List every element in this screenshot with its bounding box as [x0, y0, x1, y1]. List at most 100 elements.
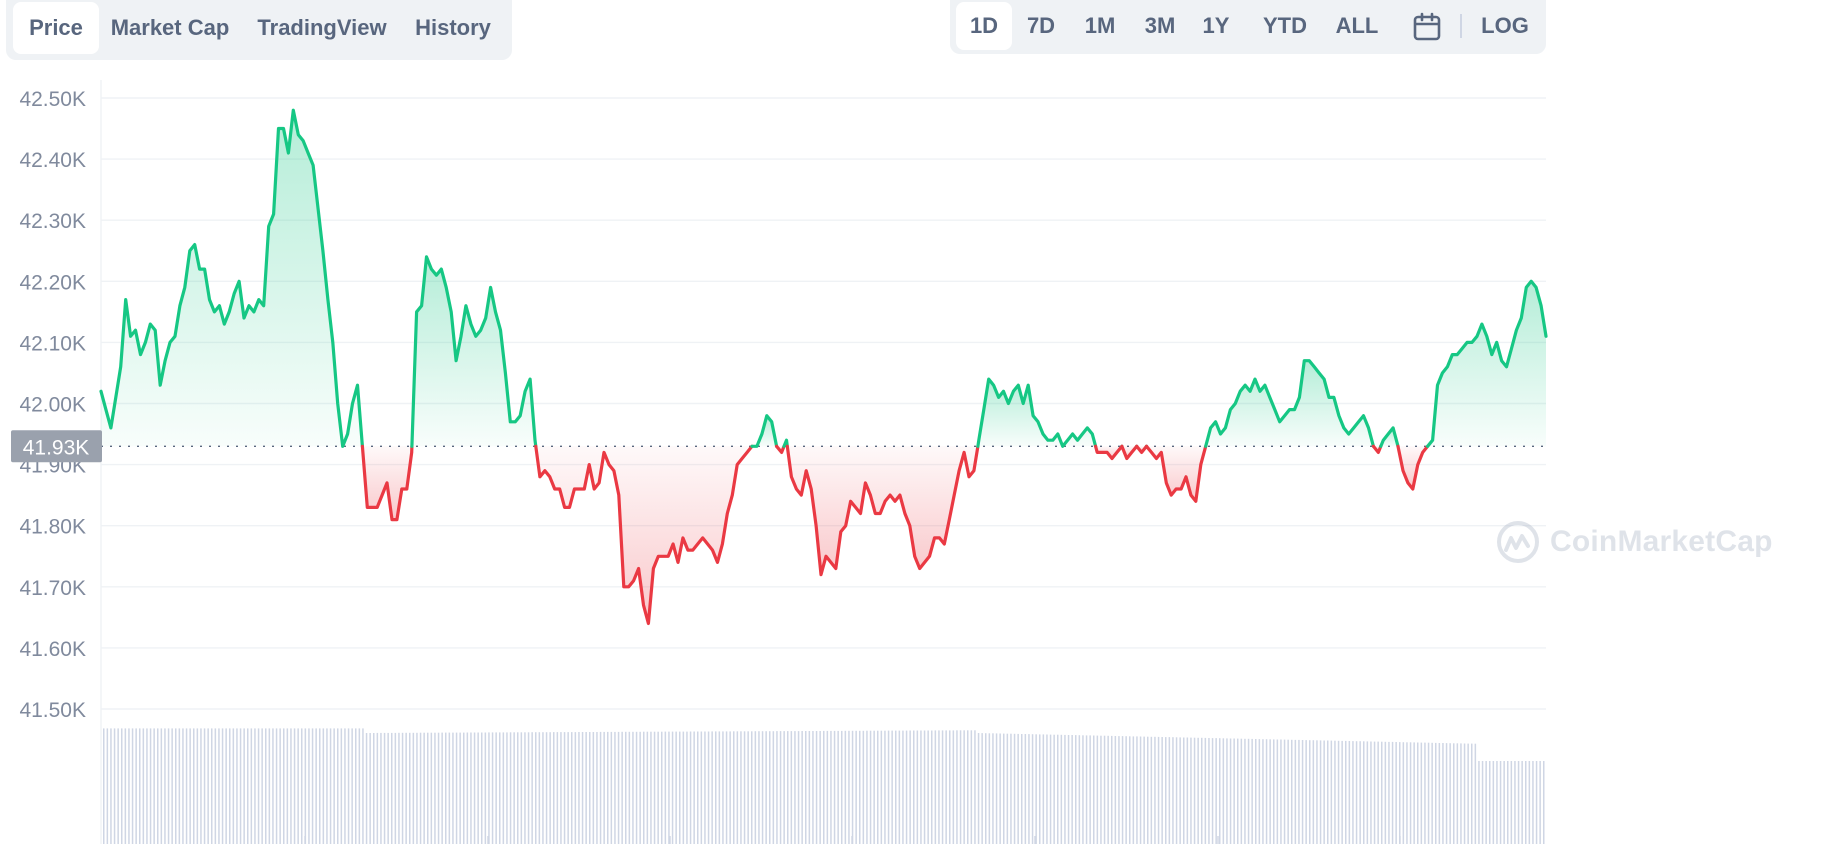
volume-bar: [412, 732, 415, 844]
volume-bar: [938, 730, 940, 844]
volume-bar: [203, 728, 206, 844]
volume-bar: [117, 728, 119, 844]
volume-bar: [1226, 738, 1228, 844]
volume-bar: [1499, 761, 1502, 844]
volume-bar: [1323, 740, 1325, 844]
volume-bar: [1345, 740, 1347, 844]
volume-bar: [884, 730, 886, 844]
volume-bar: [1262, 739, 1264, 844]
volume-bar: [722, 731, 724, 844]
calendar-icon[interactable]: [1412, 12, 1442, 42]
volume-bar: [283, 728, 285, 844]
volume-bar: [621, 731, 623, 844]
price-line-up-segment: [750, 414, 779, 448]
volume-bar: [578, 732, 580, 844]
volume-bar: [599, 731, 602, 844]
volume-bar: [268, 728, 271, 844]
area-below-baseline: [787, 446, 978, 575]
volume-bar: [887, 730, 890, 844]
volume-bar: [1453, 743, 1455, 844]
volume-bar: [243, 728, 245, 844]
range-3m-button[interactable]: 3M: [1144, 13, 1176, 38]
volume-bar: [1301, 740, 1304, 844]
volume-bar: [322, 728, 325, 844]
volume-bar: [1377, 741, 1379, 844]
volume-bar: [1420, 742, 1423, 844]
volume-bar: [1183, 737, 1185, 844]
volume-bar: [326, 728, 328, 844]
volume-bar: [538, 732, 541, 844]
volume-bar: [1057, 734, 1059, 844]
volume-bar: [1219, 738, 1221, 844]
volume-bar: [844, 730, 847, 844]
price-line-up-segment: [410, 255, 538, 448]
area-above-baseline: [1427, 281, 1546, 447]
volume-bar: [1244, 738, 1246, 844]
tab-tradingview[interactable]: TradingView: [257, 15, 387, 40]
volume-bar: [733, 731, 735, 844]
volume-bar: [729, 731, 731, 844]
volume-bar: [430, 732, 433, 844]
range-1d-button[interactable]: 1D: [956, 2, 1012, 50]
y-tick-label: 41.50K: [19, 699, 86, 722]
volume-bar: [293, 728, 296, 844]
volume-bar: [167, 728, 170, 844]
price-line-up-segment: [1204, 359, 1375, 448]
volume-bar: [1388, 741, 1390, 844]
volume-bar: [653, 731, 656, 844]
volume-bar: [434, 732, 436, 844]
price-line-down-segment: [1371, 444, 1383, 454]
volume-bar: [1021, 734, 1023, 844]
volume-bar: [290, 728, 292, 844]
volume-bar: [765, 731, 767, 844]
volume-bar: [1085, 735, 1088, 844]
area-below-baseline: [1146, 446, 1206, 502]
volume-bar: [920, 730, 922, 844]
range-all-button[interactable]: ALL: [1335, 13, 1379, 38]
volume-bar: [347, 728, 350, 844]
volume-bar: [344, 728, 346, 844]
volume-bar: [995, 733, 998, 844]
log-scale-button[interactable]: LOG: [1481, 13, 1529, 38]
tab-market-cap[interactable]: Market Cap: [110, 15, 230, 40]
volume-bar: [1543, 761, 1545, 844]
price-line-down-segment: [1094, 444, 1124, 461]
volume-bar: [164, 728, 166, 844]
volume-bar: [1409, 742, 1412, 844]
volume-bar: [247, 728, 249, 844]
volume-bar: [1478, 761, 1480, 844]
range-7d-button[interactable]: 7D: [1026, 13, 1056, 38]
volume-bar: [1215, 738, 1217, 844]
area-above-baseline: [411, 256, 536, 447]
volume-bar: [405, 732, 407, 844]
range-1m-button[interactable]: 1M: [1084, 13, 1116, 38]
volume-bar: [815, 731, 818, 844]
volume-bar: [1103, 735, 1106, 844]
volume-bar: [751, 731, 753, 844]
volume-bar: [513, 732, 515, 844]
volume-bar: [632, 731, 634, 844]
volume-bar: [1197, 737, 1199, 844]
volume-bar: [682, 731, 685, 844]
range-ytd-button[interactable]: YTD: [1263, 13, 1307, 38]
range-1y-button[interactable]: 1Y: [1202, 13, 1230, 38]
volume-bar: [700, 731, 703, 844]
volume-bar: [671, 731, 674, 844]
volume-bar: [1208, 738, 1210, 844]
volume-bar: [830, 730, 832, 844]
y-tick-label: 41.80K: [19, 516, 86, 539]
volume-bar: [380, 732, 382, 844]
volume-bar: [329, 728, 332, 844]
volume-bar: [333, 728, 335, 844]
tab-history[interactable]: History: [415, 15, 491, 40]
volume-bar: [531, 732, 533, 844]
volume-bar: [794, 731, 796, 844]
volume-bar: [664, 731, 667, 844]
volume-bar: [1096, 735, 1099, 844]
volume-bar: [409, 732, 411, 844]
volume-bar: [520, 732, 523, 844]
volume-bar: [743, 731, 746, 844]
price-line-up-segment: [99, 108, 364, 448]
volume-bar: [1514, 761, 1516, 844]
tab-price[interactable]: Price: [13, 2, 99, 54]
